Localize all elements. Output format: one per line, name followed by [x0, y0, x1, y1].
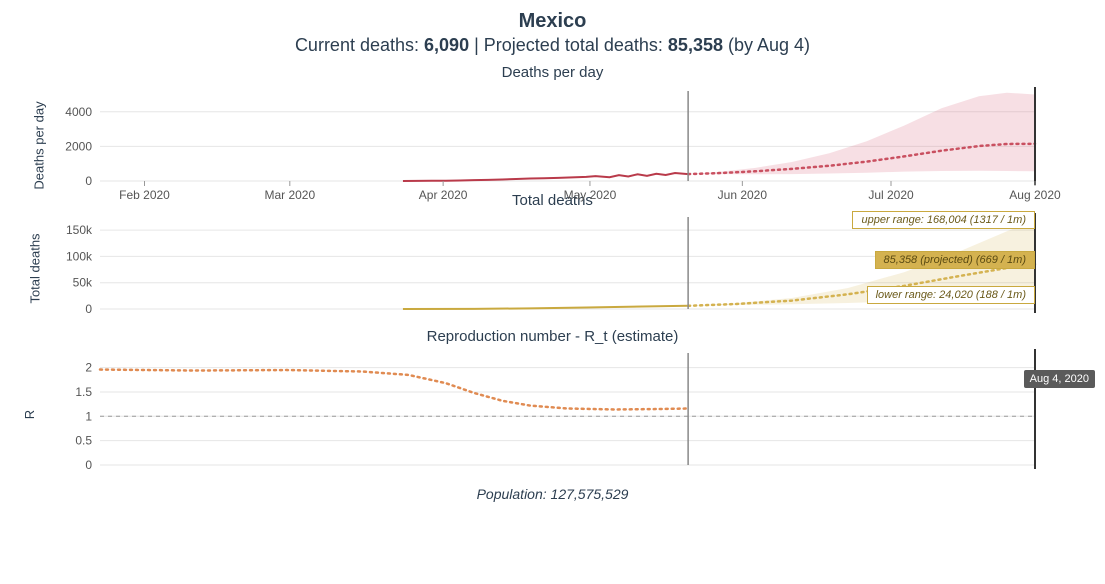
- callout-mid: 85,358 (projected) (669 / 1m): [875, 251, 1035, 269]
- callout-upper: upper range: 168,004 (1317 / 1m): [852, 211, 1035, 229]
- dashboard: Mexico Current deaths: 6,090 | Projected…: [0, 0, 1105, 584]
- population-line: Population: 127,575,529: [20, 486, 1085, 502]
- svg-text:0: 0: [85, 458, 92, 472]
- svg-text:Aug 2020: Aug 2020: [1009, 188, 1061, 202]
- projected-label: Projected total deaths:: [484, 35, 663, 55]
- svg-text:0.5: 0.5: [75, 434, 92, 448]
- svg-text:100k: 100k: [66, 249, 93, 263]
- projected-suffix: (by Aug 4): [728, 35, 810, 55]
- svg-text:0: 0: [85, 174, 92, 188]
- svg-text:150k: 150k: [66, 223, 93, 237]
- current-label: Current deaths:: [295, 35, 419, 55]
- chart1-ylabel: Deaths per day: [32, 101, 47, 189]
- svg-text:Jun 2020: Jun 2020: [718, 188, 768, 202]
- svg-text:50k: 50k: [73, 276, 93, 290]
- svg-text:Jul 2020: Jul 2020: [868, 188, 914, 202]
- chart1-title: Deaths per day: [20, 64, 1085, 81]
- svg-text:4000: 4000: [65, 105, 92, 119]
- separator: |: [474, 35, 484, 55]
- svg-text:1.5: 1.5: [75, 385, 92, 399]
- chart2-area: Total deaths 0 50k 100k 150k upper range: 1…: [20, 211, 1085, 326]
- stats-line: Current deaths: 6,090 | Projected total …: [20, 35, 1085, 56]
- chart3-title: Reproduction number - R_t (estimate): [20, 328, 1085, 345]
- chart3-ylabel: R: [22, 410, 37, 419]
- chart3-area: R 0 0.5 1 1.5 2: [20, 347, 1085, 482]
- chart2-ylabel: Total deaths: [28, 233, 43, 303]
- header: Mexico Current deaths: 6,090 | Projected…: [20, 10, 1085, 56]
- projected-value: 85,358: [668, 35, 723, 55]
- svg-text:Feb 2020: Feb 2020: [119, 188, 170, 202]
- svg-text:2000: 2000: [65, 139, 92, 153]
- svg-text:1: 1: [85, 409, 92, 423]
- country-title: Mexico: [20, 10, 1085, 33]
- population-value: 127,575,529: [551, 486, 629, 502]
- svg-text:Apr 2020: Apr 2020: [419, 188, 468, 202]
- svg-text:0: 0: [85, 302, 92, 316]
- chart3-svg: 0 0.5 1 1.5 2: [20, 347, 1085, 482]
- date-badge: Aug 4, 2020: [1024, 370, 1095, 388]
- chart1-svg: 0 2000 4000 Feb 2020 Mar 2020 Apr 2020 May 202…: [20, 83, 1085, 208]
- svg-text:Mar 2020: Mar 2020: [264, 188, 315, 202]
- chart1-area: Deaths per day 0 2000 4000 Feb 2020 Mar 2020…: [20, 83, 1085, 208]
- svg-text:2: 2: [85, 361, 92, 375]
- population-label: Population:: [477, 486, 547, 502]
- callout-lower: lower range: 24,020 (188 / 1m): [867, 286, 1035, 304]
- current-value: 6,090: [424, 35, 469, 55]
- svg-text:May 2020: May 2020: [564, 188, 617, 202]
